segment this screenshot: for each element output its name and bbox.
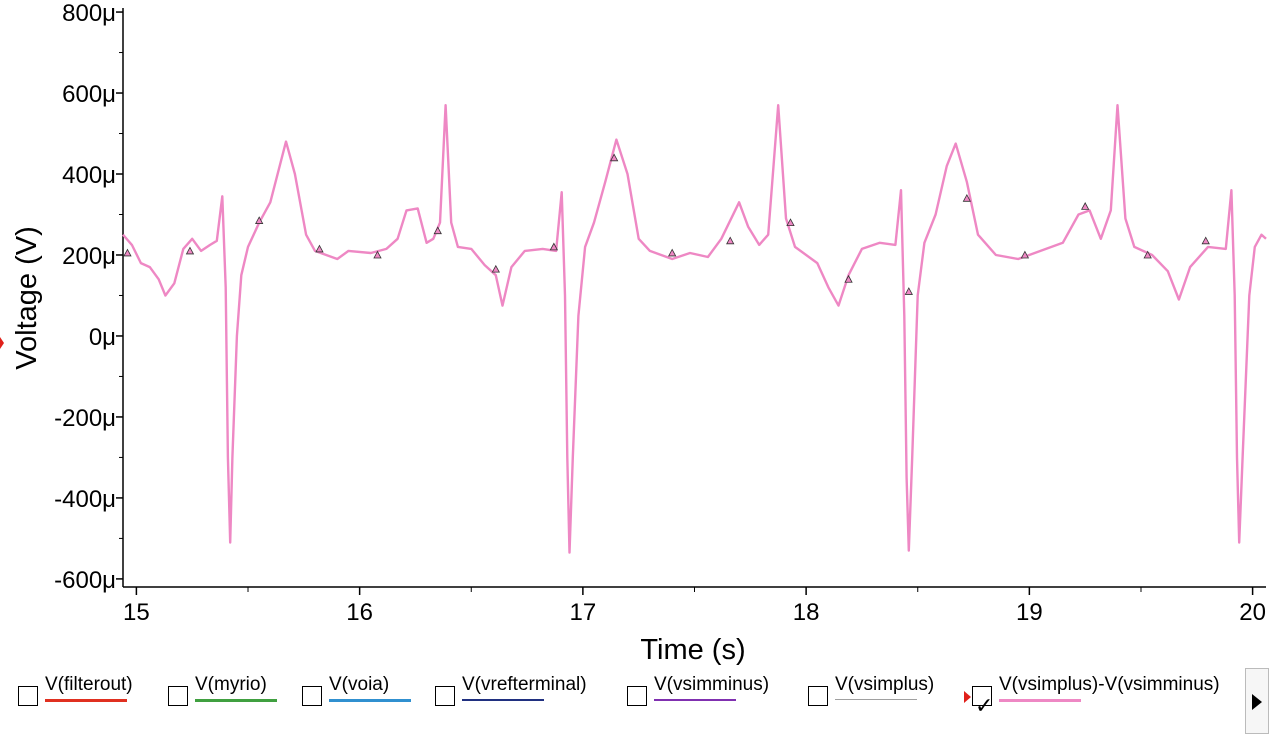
x-tick-label: 15 (123, 599, 150, 626)
y-tick-label: 200μ (62, 243, 116, 270)
legend-label: V(vsimplus) (835, 674, 935, 695)
y-tick-label: -200μ (54, 405, 116, 432)
checkmark-icon: ✓ (975, 693, 994, 718)
data-point-marker (786, 218, 795, 226)
x-tick-label: 20 (1239, 599, 1266, 626)
data-point-marker (726, 236, 735, 245)
legend-swatch (45, 699, 127, 702)
data-point-marker (123, 248, 132, 257)
legend-label: V(vsimplus)-V(vsimminus) (999, 674, 1220, 695)
y-tick-label: -600μ (54, 567, 116, 594)
data-point-marker (1020, 250, 1030, 259)
data-point-marker (609, 153, 619, 162)
y-tick-label: 800μ (62, 0, 116, 27)
data-point-marker (373, 250, 382, 259)
data-point-marker (844, 274, 853, 283)
y-tick-label: 0μ (89, 324, 116, 351)
x-tick-label: 17 (570, 599, 597, 626)
legend-checkbox-myrio[interactable] (168, 686, 188, 706)
legend-checkbox-voia[interactable] (302, 686, 322, 706)
legend-checkbox-vsimplus-minus-vsimminus[interactable]: ✓ (972, 686, 993, 717)
legend-label: V(filterout) (45, 674, 133, 695)
x-tick-label: 16 (346, 599, 373, 626)
y-axis-label: Voltage (V) (11, 226, 43, 369)
legend-label: V(voia) (329, 674, 390, 695)
legend-swatch (462, 699, 544, 701)
data-point-marker (668, 248, 677, 257)
active-trace-marker (964, 691, 971, 703)
legend-swatch (195, 699, 277, 702)
data-point-marker (491, 264, 500, 273)
legend-swatch (329, 699, 411, 702)
data-point-marker (904, 287, 913, 295)
active-trace-edge-marker (0, 337, 4, 349)
legend-swatch (999, 699, 1081, 702)
legend-swatch (654, 699, 736, 701)
series-line (122, 103, 1267, 554)
legend-scroll-right-button[interactable] (1245, 668, 1269, 734)
y-tick-label: -400μ (54, 486, 116, 513)
series-layer (122, 103, 1267, 554)
legend-label: V(vrefterminal) (462, 674, 587, 695)
legend-label: V(myrio) (195, 674, 267, 695)
arrow-right-icon (1252, 694, 1262, 710)
legend: V(filterout) V(myrio) V(voia) V(vrefterm… (0, 668, 1272, 736)
legend-checkbox-filterout[interactable] (18, 686, 38, 706)
data-point-marker (1081, 202, 1090, 210)
legend-label: V(vsimminus) (654, 674, 770, 695)
data-point-marker (1201, 236, 1210, 245)
chart-plot: 800μ 600μ 400μ 200μ 0μ -200μ -400μ -600μ 15 16 17… (11, 0, 1267, 666)
x-tick-label: 19 (1016, 599, 1043, 626)
data-point-marker (315, 244, 324, 253)
legend-checkbox-vsimminus[interactable] (627, 686, 647, 706)
legend-checkbox-vrefterminal[interactable] (435, 686, 455, 706)
y-tick-label: 600μ (62, 81, 116, 108)
x-axis-label: Time (s) (640, 634, 745, 666)
data-point-marker (433, 226, 442, 235)
legend-checkbox-vsimplus[interactable] (808, 686, 828, 706)
x-tick-label: 18 (793, 599, 820, 626)
y-tick-label: 400μ (62, 162, 116, 189)
data-point-marker (255, 216, 264, 224)
data-point-marker (185, 246, 195, 255)
legend-swatch (835, 699, 917, 700)
y-axis: 800μ 600μ 400μ 200μ 0μ -200μ -400μ -600μ (54, 0, 124, 594)
data-point-marker (1143, 250, 1152, 259)
data-point-marker (962, 193, 972, 202)
x-axis: 15 16 17 18 19 20 (123, 586, 1266, 626)
data-point-marker (549, 242, 559, 251)
